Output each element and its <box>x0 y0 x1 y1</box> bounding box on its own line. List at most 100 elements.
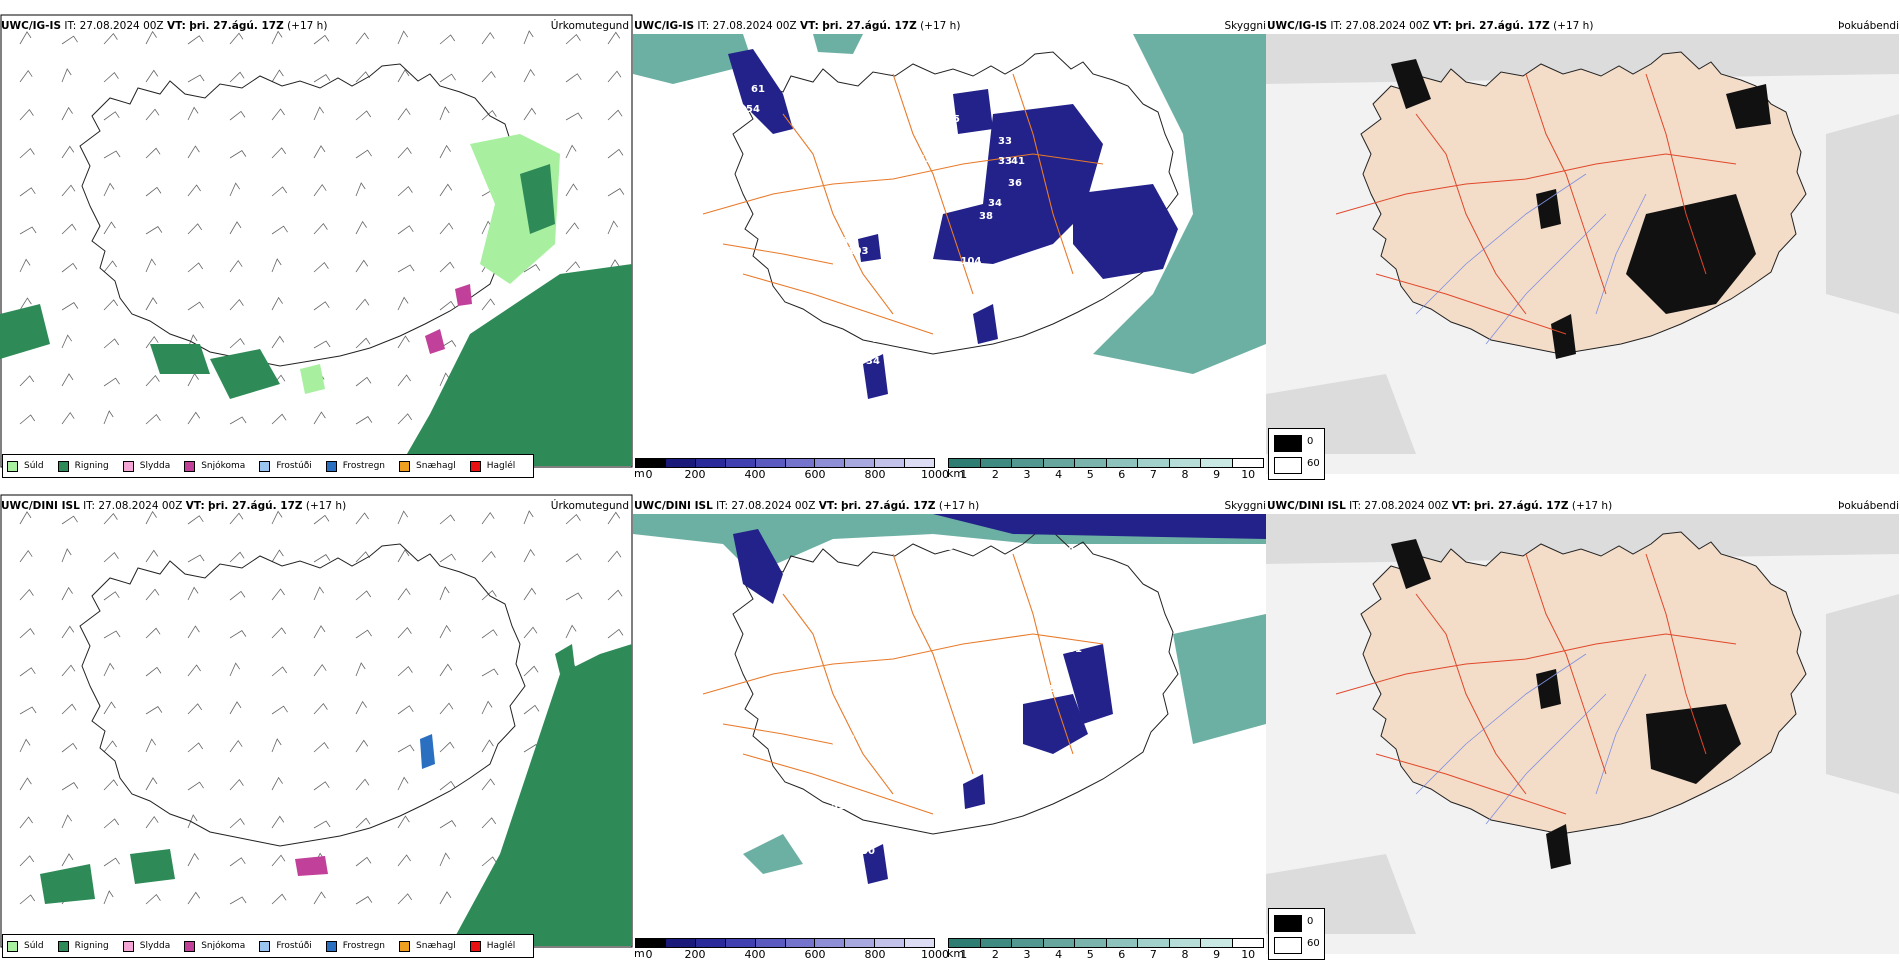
wind-barb <box>187 814 198 829</box>
wind-barb <box>229 630 247 639</box>
wind-barb <box>61 106 73 121</box>
road <box>1645 73 1707 275</box>
colorbar-segment <box>1169 939 1201 947</box>
wind-barb <box>19 147 35 159</box>
wind-barb <box>355 590 372 601</box>
wind-barb <box>607 31 621 45</box>
wind-barb <box>397 626 412 639</box>
wind-barb <box>187 781 204 791</box>
colorbar-segment <box>695 939 726 947</box>
cloud-base-label: 75 <box>726 586 740 597</box>
wind-barb <box>103 221 116 235</box>
wind-barb <box>439 222 454 235</box>
cloud-base-label: 131 <box>930 758 951 769</box>
wind-barb <box>565 592 583 601</box>
fog-index-area <box>1626 194 1756 314</box>
colorbar-segment <box>1232 459 1263 467</box>
road <box>722 723 834 745</box>
colorbar-segment <box>1012 459 1044 467</box>
precip-type-map-bottom <box>0 494 633 948</box>
colorbar-segment <box>725 939 756 947</box>
wind-barb <box>61 625 75 639</box>
wind-barb <box>271 510 283 525</box>
fog-legend-label-60: 60 <box>1307 458 1320 469</box>
low-visibility-area <box>743 834 803 874</box>
wind-barb <box>103 779 119 791</box>
colorbar-bar <box>635 938 935 948</box>
wind-barb <box>439 183 453 197</box>
wind-barb <box>187 184 201 197</box>
wind-barb <box>355 149 372 159</box>
wind-barb <box>229 817 245 829</box>
wind-barb <box>439 514 456 525</box>
wind-barb <box>229 298 244 311</box>
wind-barb <box>439 300 456 311</box>
wind-barb <box>187 586 199 601</box>
wind-barb <box>481 739 494 753</box>
cloud-base-label: 121 <box>1143 551 1164 562</box>
wind-barb <box>271 30 283 45</box>
wind-barb <box>355 778 370 791</box>
cloud-base-label: 258 <box>933 542 954 553</box>
river <box>1595 193 1647 315</box>
legend-swatch <box>399 460 411 472</box>
wind-barb <box>19 816 33 829</box>
precip-area <box>455 284 472 306</box>
colorbar-tick: 4 <box>1055 468 1063 481</box>
legend-swatch <box>7 460 18 472</box>
wind-barb <box>397 776 409 791</box>
wind-barb <box>61 548 72 563</box>
wind-barb <box>19 627 35 639</box>
wind-barb <box>481 668 499 677</box>
visibility-panel-bottom: 70 75 258 316 234 286 121 114 57 61 42 76 86 48 53 131 5… <box>633 494 1266 962</box>
wind-barb <box>355 220 367 235</box>
legend-label: Snjókoma <box>201 461 246 471</box>
wind-barb <box>397 705 414 715</box>
wind-barb <box>229 259 243 273</box>
colorbar-segment <box>725 459 756 467</box>
wind-barb <box>565 222 579 235</box>
wind-barb <box>229 739 243 753</box>
wind-barb <box>313 891 326 905</box>
wind-barb <box>271 776 283 791</box>
wind-barb <box>103 71 119 83</box>
road <box>702 633 1104 695</box>
wind-barb <box>145 666 162 677</box>
colorbar-ticks: 1 2 3 4 5 6 7 8 9 10 <box>948 948 1264 962</box>
wind-barb <box>145 815 159 829</box>
wind-barb <box>61 68 72 83</box>
wind-barb <box>229 551 245 563</box>
wind-barb <box>313 820 331 829</box>
colorbar-segment <box>785 459 816 467</box>
wind-barb <box>481 629 498 639</box>
cloud-base-label: 316 <box>941 562 962 573</box>
wind-barb <box>355 896 373 905</box>
wind-barb <box>355 856 372 867</box>
iceland-outline <box>732 531 1179 835</box>
wind-barb <box>313 34 330 45</box>
low-cloud-area <box>1023 694 1088 754</box>
wind-barb <box>229 896 247 905</box>
wind-barb <box>271 738 282 753</box>
wind-barb <box>397 296 409 311</box>
colorbar-segment <box>875 939 906 947</box>
road <box>1415 113 1527 315</box>
fog-legend-label-0: 0 <box>1307 436 1314 447</box>
wind-barb <box>313 411 326 425</box>
wind-barb <box>187 554 205 563</box>
wind-barb <box>607 109 623 121</box>
colorbar-tick: 600 <box>804 468 826 481</box>
legend-swatch <box>259 460 271 472</box>
wind-barb <box>355 298 370 311</box>
colorbar-segment <box>845 939 876 947</box>
cloud-base-label: 53 <box>869 746 883 757</box>
fog-map-top <box>1266 34 1899 474</box>
low-cloud-area <box>933 104 1103 264</box>
cloud-base-label: 45 <box>946 114 960 125</box>
low-cloud-area <box>973 304 998 344</box>
colorbar-segment <box>875 459 906 467</box>
wind-barb <box>61 262 78 273</box>
cloud-base-label: 38 <box>979 211 993 222</box>
wind-barb <box>145 738 157 753</box>
cloud-base-label: 41 <box>1011 156 1025 167</box>
